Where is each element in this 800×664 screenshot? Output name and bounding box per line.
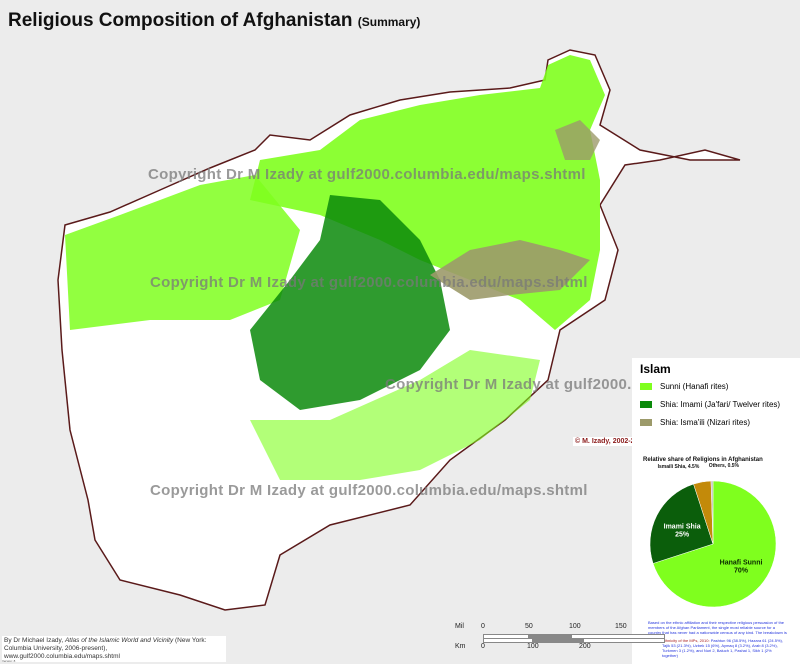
km-label: Km <box>455 643 466 650</box>
km-tick: 0 <box>481 643 485 650</box>
swatch-sunni <box>640 383 652 390</box>
legend-item-sunni: Sunni (Hanafi rites) <box>640 382 800 391</box>
subtitle: (Summary) <box>357 15 421 29</box>
watermark: Copyright Dr M Izady at gulf2000.columbi… <box>150 274 588 291</box>
sunni-region-south <box>250 350 540 480</box>
sunni-region-west <box>65 175 300 330</box>
km-bar <box>483 638 665 643</box>
ethnicity-label: Ethnicity of the MPs, 2010: <box>662 638 710 643</box>
pie-label: 25% <box>675 531 690 538</box>
pie-label: Ismaili Shia, 4.5% <box>658 464 700 470</box>
legend-heading: Islam <box>640 362 671 376</box>
ethnicity-note: Ethnicity of the MPs, 2010: Pashtun 96 (… <box>662 638 787 658</box>
mi-tick: 0 <box>481 623 485 630</box>
legend-label: Shia: Isma'ili (Nizari rites) <box>660 418 750 427</box>
pie-title: Relative share of Religions in Afghanist… <box>643 457 763 463</box>
pie-label: Hanafi Sunni <box>720 559 763 566</box>
credit-suffix: (New York: Columbia University, 2006-pre… <box>4 637 207 660</box>
imami-shia-region <box>250 195 450 410</box>
legend-label: Shia: Imami (Ja'fari/ Twelver rites) <box>660 400 781 409</box>
pie-label: Imami Shia <box>664 523 701 530</box>
pie-slice-imami-shia <box>649 483 714 564</box>
km-tick: 200 <box>579 643 591 650</box>
credit-prefix: By Dr Michael Izady, <box>4 637 65 644</box>
km-tick: 100 <box>527 643 539 650</box>
credit-book: Atlas of the Islamic World and Vicinity <box>64 637 174 644</box>
mi-label: Mil <box>455 623 464 630</box>
legend-label: Sunni (Hanafi rites) <box>660 382 729 391</box>
version-label: Version: 8 <box>2 659 16 663</box>
swatch-imami <box>640 401 652 408</box>
ismaili-region <box>430 240 590 300</box>
map-title: Religious Composition of Afghanistan (Su… <box>8 10 420 32</box>
pie-note: Based on the ethnic affiliation and thei… <box>648 620 787 640</box>
pie-label: 70% <box>734 567 749 574</box>
legend-item-ismaili: Shia: Isma'ili (Nizari rites) <box>640 418 800 427</box>
watermark: Copyright Dr M Izady at gulf2000.columbi… <box>150 482 588 499</box>
copyright-label: © M. Izady, 2002-2019 <box>573 437 649 446</box>
title-text: Religious Composition of Afghanistan <box>8 10 353 31</box>
legend-item-imami: Shia: Imami (Ja'fari/ Twelver rites) <box>640 400 800 409</box>
pie-slice-others <box>710 480 714 545</box>
ismaili-region-wakhan <box>555 120 600 160</box>
watermark: Copyright Dr M Izady at gulf2000.columbi… <box>148 166 586 183</box>
pie-slice-hanafi-sunni <box>652 480 777 608</box>
mi-tick: 50 <box>525 623 533 630</box>
pie-label: Others, 0.5% <box>709 463 740 469</box>
mi-tick: 150 <box>615 623 627 630</box>
ethnicity-text: Pashtun 96 (38.5%), Hazara 61 (24.5%), T… <box>662 638 783 658</box>
swatch-ismaili <box>640 419 652 426</box>
credit-text: By Dr Michael Izady, Atlas of the Islami… <box>2 636 226 662</box>
mi-tick: 100 <box>569 623 581 630</box>
